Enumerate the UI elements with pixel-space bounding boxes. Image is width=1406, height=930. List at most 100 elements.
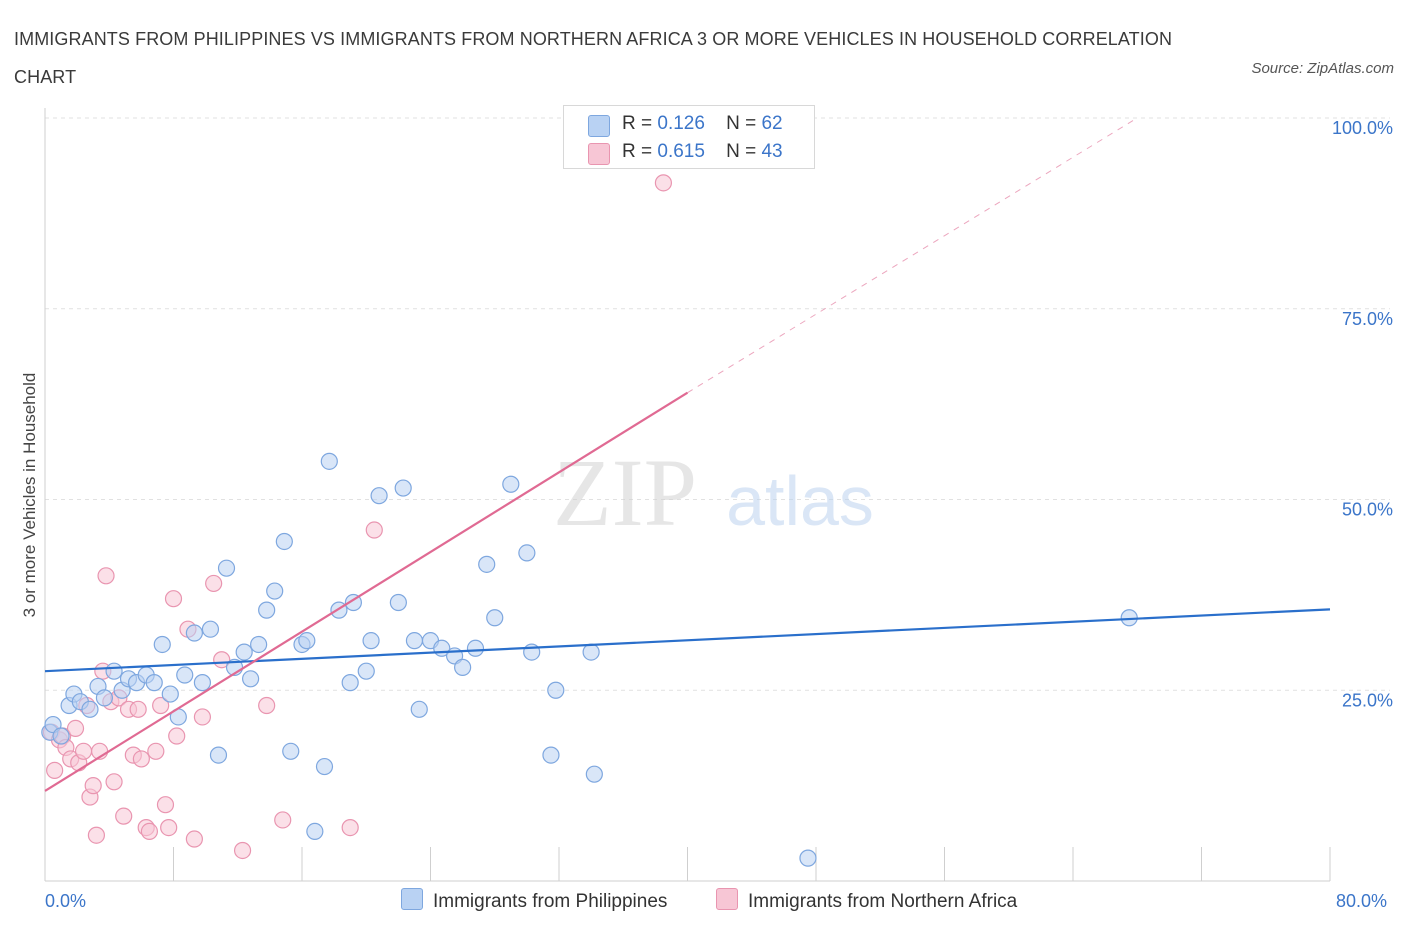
northern-africa-point [193,708,212,726]
bottom-legend-swatch-pink [716,888,738,910]
northern-africa-point [156,796,175,814]
philippines-point [161,685,179,703]
philippines-points [41,452,1138,867]
philippines-point [209,746,228,764]
legend-n-label: N = [726,141,757,162]
watermark: ZIP atlas [553,439,874,546]
philippines-point [486,609,504,627]
legend-n-label: N = [726,113,757,134]
northern-africa-point [115,807,133,825]
philippines-point [145,674,163,692]
philippines-point [315,757,334,776]
northern-africa-point [341,818,359,837]
philippines-point [478,555,496,573]
philippines-point [217,559,236,577]
northern-africa-trendline [687,117,1138,394]
philippines-point [282,742,300,760]
philippines-point [466,639,485,657]
trend-lines [44,117,1331,792]
northern-africa-point [46,761,64,779]
northern-africa-point [140,822,159,841]
legend-r-value: 0.126 [657,113,705,134]
philippines-point [242,670,260,688]
philippines-point [542,746,560,764]
philippines-point [454,658,472,676]
philippines-point [405,632,424,650]
philippines-point [582,643,600,661]
philippines-point [235,643,253,661]
northern-africa-point [105,773,123,791]
y-tick-label: 50.0% [1342,500,1393,520]
philippines-point [362,632,380,650]
source-credit: Source: ZipAtlas.com [1251,60,1394,77]
philippines-point [370,487,388,505]
legend-r-label: R = [622,141,653,162]
chart-title: IMMIGRANTS FROM PHILIPPINES VS IMMIGRANT… [14,29,1173,87]
philippines-point [266,582,284,600]
northern-africa-point [97,567,115,585]
philippines-point [585,765,603,783]
northern-africa-point [84,777,102,795]
philippines-point [518,544,536,562]
legend-n-value: 62 [761,113,783,134]
philippines-point [502,475,520,493]
northern-africa-point [274,811,292,829]
y-tick-labels: 25.0% 50.0% 75.0% 100.0% [1332,118,1393,710]
philippines-trendline [44,608,1331,673]
bottom-legend-philippines: Immigrants from Philippines [401,888,667,913]
northern-africa-point [168,727,186,745]
philippines-point [410,700,428,718]
northern-africa-point [160,818,178,837]
philippines-point [275,532,293,551]
x-axis-max-label: 80.0% [1336,891,1388,911]
y-tick-label: 25.0% [1342,690,1393,710]
northern-africa-point [365,521,383,539]
philippines-point [153,635,171,654]
philippines-point [176,666,194,684]
northern-africa-point [66,719,85,738]
philippines-point [394,479,412,497]
northern-africa-point [654,174,673,192]
x-axis-min-label: 0.0% [45,891,87,911]
northern-africa-point [87,826,106,844]
philippines-point [193,674,212,692]
northern-africa-point [147,742,165,760]
philippines-point [81,700,99,718]
legend-r-value: 0.615 [657,141,705,162]
philippines-point [52,727,70,745]
northern-africa-point [233,841,252,860]
watermark-zip: ZIP [553,439,697,546]
philippines-point [799,849,817,867]
watermark-atlas: atlas [726,462,874,540]
bottom-legend-northern-africa: Immigrants from Northern Africa [716,888,1017,913]
northern-africa-point [185,830,203,848]
bottom-legend-label: Immigrants from Northern Africa [748,891,1018,912]
northern-africa-point [129,700,147,718]
northern-africa-trendline [44,391,689,792]
correlation-legend: R = 0.126 N = 62 R = 0.615 N = 43 [563,105,815,169]
grid-lines [45,117,1390,691]
northern-africa-point [74,742,93,760]
philippines-point [357,662,375,680]
philippines-point [185,624,203,642]
legend-swatch-pink [588,143,610,165]
philippines-point [201,620,220,638]
northern-africa-point [258,696,276,715]
northern-africa-point [152,696,170,715]
northern-africa-point [205,574,223,593]
philippines-point [258,601,276,619]
northern-africa-points [42,174,673,860]
philippines-point [389,593,407,612]
philippines-point [341,674,359,692]
philippines-point [298,632,316,650]
legend-n-value: 43 [761,141,783,162]
philippines-point [95,689,114,707]
philippines-point [105,662,123,680]
philippines-point [306,822,324,841]
legend-swatch-blue [588,115,610,137]
philippines-point [250,635,268,654]
legend-r-label: R = [622,113,653,134]
bottom-legend-swatch-blue [401,888,423,910]
northern-africa-point [164,590,183,608]
